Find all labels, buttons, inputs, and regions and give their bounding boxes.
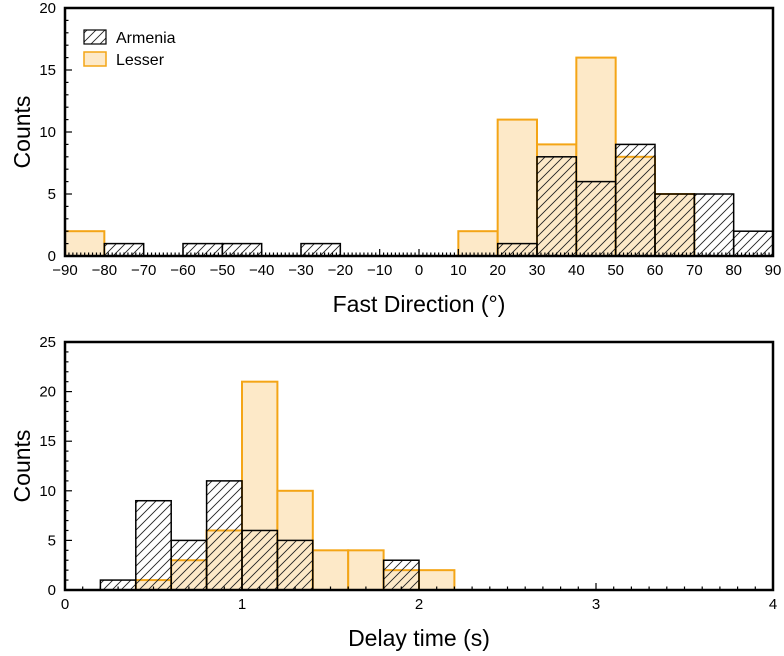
x-axis-label: Fast Direction (°) (333, 291, 506, 317)
x-tick-label: 4 (769, 596, 777, 613)
x-tick-label: −80 (92, 262, 117, 279)
lesser-bar (496, 118, 538, 257)
x-tick-label: −30 (288, 262, 313, 279)
x-tick-labels: −90 −80 −70 −60 −50 −40 −30 −20 −10 0 10 20 30 40 50 60… (52, 262, 781, 279)
armenia-bar (732, 230, 774, 257)
x-tick-label: −70 (131, 262, 156, 279)
x-tick-label: 30 (529, 262, 546, 279)
armenia-bar (205, 480, 243, 591)
x-tick-label: −60 (170, 262, 195, 279)
x-tick-label: −20 (328, 262, 353, 279)
armenia-bar (575, 180, 617, 257)
y-axis-label: Counts (9, 96, 35, 169)
y-tick-label: 5 (48, 532, 56, 549)
x-tick-label: −50 (210, 262, 235, 279)
x-tick-label: 2 (415, 596, 423, 613)
x-tick-label: 0 (61, 596, 69, 613)
y-tick-label: 0 (48, 248, 56, 265)
y-tick-label: 10 (39, 124, 56, 141)
x-tick-label: 50 (607, 262, 624, 279)
armenia-bar (654, 193, 696, 257)
lesser-bar (457, 230, 499, 257)
armenia-bar (693, 193, 735, 257)
armenia-bar (614, 143, 656, 257)
plot-frame (63, 340, 775, 592)
x-tick-label: 1 (238, 596, 246, 613)
x-tick-label: 70 (686, 262, 703, 279)
x-tick-label: 0 (415, 262, 423, 279)
legend-label-lesser: Lesser (116, 52, 165, 69)
armenia-bars (99, 480, 420, 591)
x-tick-label: 20 (489, 262, 506, 279)
x-tick-label: 80 (725, 262, 742, 279)
x-tick-label: 10 (450, 262, 467, 279)
x-tick-label: 3 (592, 596, 600, 613)
x-axis-label: Delay time (s) (348, 625, 490, 651)
legend-swatch-lesser (83, 51, 107, 67)
y-tick-label: 10 (39, 483, 56, 500)
x-tick-label: 40 (568, 262, 585, 279)
x-tick-label: −10 (367, 262, 392, 279)
lesser-bar (347, 549, 385, 592)
armenia-bar (536, 156, 578, 257)
y-tick-label: 20 (39, 0, 56, 17)
legend-swatch-armenia (83, 29, 107, 45)
fast-direction-histogram: −90 −80 −70 −60 −50 −40 −30 −20 −10 0 10 20 30 40 50 60… (9, 0, 781, 317)
x-tick-label: 60 (647, 262, 664, 279)
delay-time-histogram: 0 1 2 3 4 0 5 10 15 20 25 Delay time (s) Counts (9, 334, 777, 651)
y-tick-labels: 0 5 10 15 20 (39, 0, 56, 265)
x-tick-label: −90 (52, 262, 77, 279)
y-tick-label: 20 (39, 384, 56, 401)
legend: Armenia Lesser (83, 29, 176, 69)
x-tick-labels: 0 1 2 3 4 (61, 596, 777, 613)
armenia-bar (382, 559, 420, 591)
y-tick-label: 15 (39, 433, 56, 450)
armenia-bar (170, 539, 208, 591)
legend-label-armenia: Armenia (116, 30, 176, 47)
armenia-bar (135, 499, 172, 591)
armenia-bar (276, 539, 314, 591)
lesser-bar (311, 549, 350, 592)
y-tick-label: 5 (48, 186, 56, 203)
x-tick-label: 90 (765, 262, 782, 279)
armenia-bars (103, 143, 774, 257)
plot-frame (63, 6, 775, 258)
armenia-bar (241, 529, 279, 591)
y-tick-label: 0 (48, 582, 56, 599)
x-tick-label: −40 (249, 262, 274, 279)
lesser-bar (64, 230, 106, 257)
y-tick-label: 25 (39, 334, 56, 351)
y-tick-labels: 0 5 10 15 20 25 (39, 334, 56, 599)
y-tick-label: 15 (39, 62, 56, 79)
y-axis-label: Counts (9, 430, 35, 503)
